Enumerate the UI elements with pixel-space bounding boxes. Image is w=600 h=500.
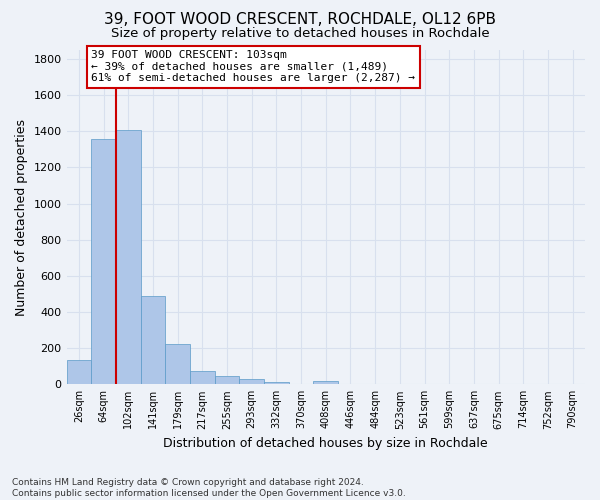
- Text: 39, FOOT WOOD CRESCENT, ROCHDALE, OL12 6PB: 39, FOOT WOOD CRESCENT, ROCHDALE, OL12 6…: [104, 12, 496, 28]
- X-axis label: Distribution of detached houses by size in Rochdale: Distribution of detached houses by size …: [163, 437, 488, 450]
- Text: Contains HM Land Registry data © Crown copyright and database right 2024.
Contai: Contains HM Land Registry data © Crown c…: [12, 478, 406, 498]
- Bar: [67, 360, 91, 384]
- Bar: [264, 382, 289, 384]
- Bar: [215, 376, 239, 384]
- Bar: [239, 380, 264, 384]
- Text: Size of property relative to detached houses in Rochdale: Size of property relative to detached ho…: [110, 28, 490, 40]
- Bar: [116, 130, 140, 384]
- Bar: [140, 296, 165, 384]
- Bar: [91, 140, 116, 384]
- Bar: [165, 344, 190, 384]
- Bar: [190, 371, 215, 384]
- Bar: [313, 380, 338, 384]
- Y-axis label: Number of detached properties: Number of detached properties: [15, 118, 28, 316]
- Text: 39 FOOT WOOD CRESCENT: 103sqm
← 39% of detached houses are smaller (1,489)
61% o: 39 FOOT WOOD CRESCENT: 103sqm ← 39% of d…: [91, 50, 415, 83]
